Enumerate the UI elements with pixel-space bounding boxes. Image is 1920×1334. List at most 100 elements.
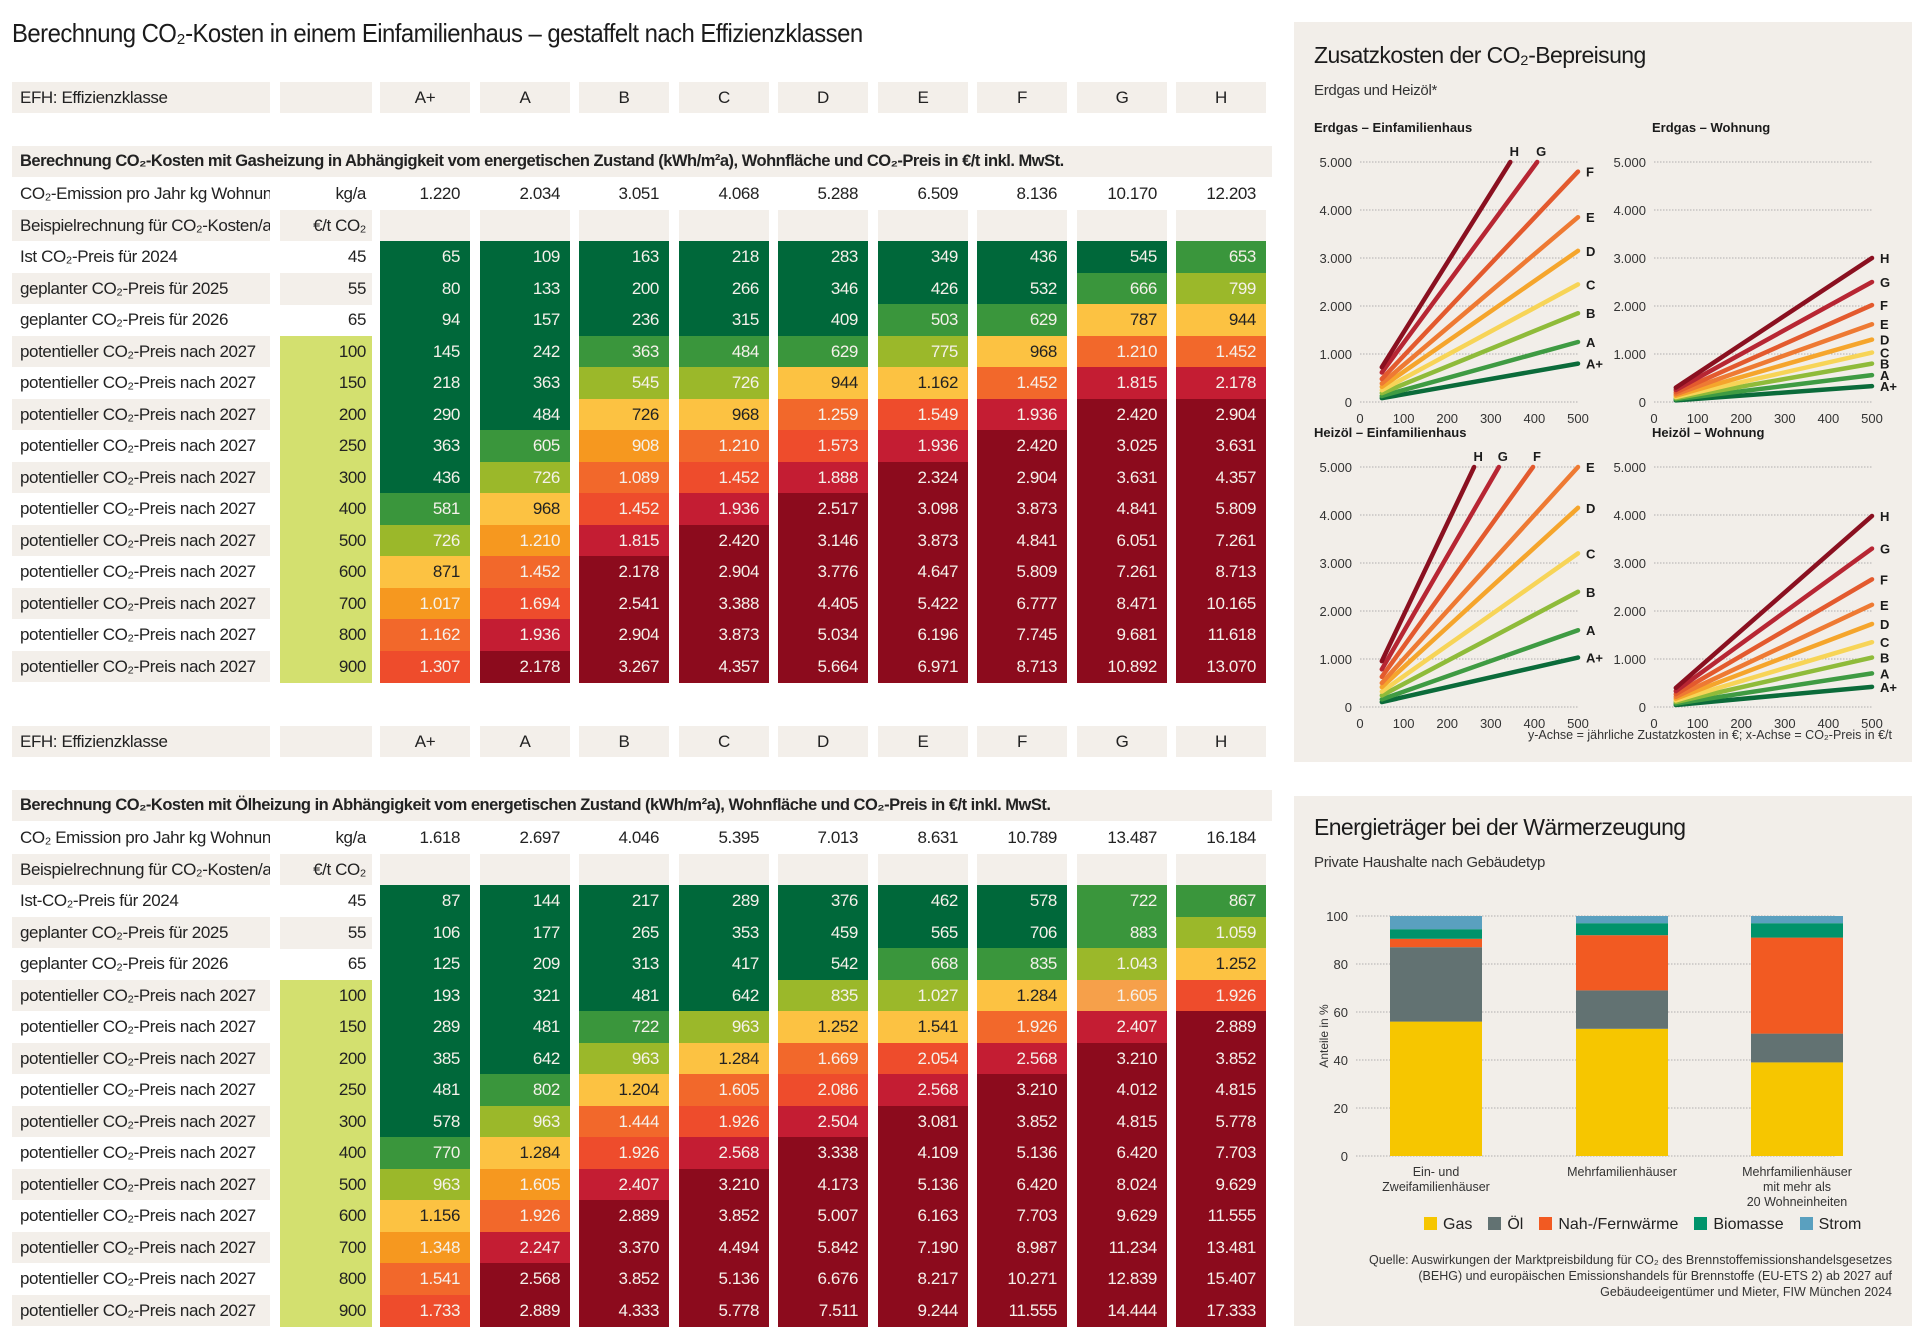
table-row: potentieller CO₂-Preis nach 2027 800 1.541…: [12, 1263, 1272, 1295]
cost-cell: 177: [480, 916, 570, 949]
cost-cell: 157: [480, 304, 570, 336]
cost-cell: 1.926: [679, 1105, 769, 1138]
cost-cell: 1.541: [878, 1011, 968, 1043]
row-price: 400: [280, 1137, 372, 1169]
series-line-A: [1673, 372, 1875, 402]
series-label: A+: [1586, 357, 1603, 372]
cost-cell: 799: [1176, 272, 1266, 305]
series-label: A: [1586, 623, 1596, 638]
row-price: 65: [347, 310, 367, 329]
example-blank: [878, 853, 968, 885]
example-blank: [778, 853, 868, 885]
y-tick-label: 0: [1345, 395, 1352, 410]
cost-cell: 963: [579, 1042, 669, 1075]
x-tick-label: 0: [1650, 411, 1657, 426]
emission-value: 4.068: [718, 184, 759, 203]
row-label: potentieller CO₂-Preis nach 2027: [12, 587, 270, 619]
legend-item: Nah-/Fernwärme: [1539, 1216, 1678, 1234]
x-tick-label: 300: [1774, 411, 1796, 426]
emission-value: 12.203: [1206, 184, 1256, 203]
class-header-A: A: [480, 82, 570, 113]
line-chart-1: Erdgas – Wohnung 0 1.000 2.000 3.000 4.000 5.0…: [1613, 120, 1897, 426]
cost-cell: 2.420: [1077, 398, 1167, 431]
emission-value: 10.170: [1107, 184, 1157, 203]
cost-cell: 2.420: [977, 430, 1067, 462]
cost-cell: 3.210: [977, 1074, 1067, 1106]
series-line-H: [1673, 255, 1875, 390]
series-line-C: [1673, 350, 1875, 400]
cost-cell: 3.388: [679, 587, 769, 620]
cost-cell: 1.059: [1176, 916, 1266, 949]
cost-cell: 6.777: [977, 587, 1067, 620]
row-price: 800: [280, 1263, 372, 1295]
cost-cell: 7.703: [977, 1200, 1067, 1232]
cost-cell: 6.051: [1077, 524, 1167, 557]
cost-cell: 1.926: [1176, 979, 1266, 1012]
cost-cell: 426: [878, 272, 968, 305]
bars-panel-subtitle: Private Haushalte nach Gebäudetyp: [1314, 854, 1546, 871]
example-unit: €/t CO₂: [280, 853, 372, 885]
cost-cell: 283: [778, 241, 868, 273]
cost-cell: 565: [878, 916, 968, 949]
cost-cell: 908: [579, 430, 669, 462]
example-blank: [778, 209, 868, 241]
cost-cell: 605: [480, 430, 570, 462]
table-row: potentieller CO₂-Preis nach 2027 400 581 96…: [12, 493, 1272, 525]
emission-value: 3.051: [618, 184, 659, 203]
cost-cell: 3.146: [778, 524, 868, 557]
cost-cell: 242: [480, 335, 570, 368]
bars-panel-title: Energieträger bei der Wärmerzeugung: [1314, 814, 1686, 840]
class-header-H: H: [1176, 726, 1266, 757]
x-tick-label: 300: [1480, 716, 1502, 731]
emission-value: 2.697: [519, 828, 560, 847]
x-tick-label: 500: [1567, 716, 1589, 731]
row-label: potentieller CO₂-Preis nach 2027: [20, 499, 256, 518]
series-line-C: [1379, 282, 1581, 393]
series-label: A: [1586, 335, 1596, 350]
class-header-row: EFH: Effizienzklasse A+ A B C D E F G H: [12, 726, 1272, 757]
cost-cell: 4.012: [1077, 1074, 1167, 1106]
cost-cell: 1.605: [679, 1074, 769, 1106]
cost-cell: 6.420: [1077, 1137, 1167, 1169]
cost-cell: 193: [380, 979, 470, 1012]
cost-cell: 4.333: [579, 1294, 669, 1327]
cost-cell: 1.284: [480, 1137, 570, 1169]
cost-cell: 2.054: [878, 1042, 968, 1075]
example-blank: [679, 209, 769, 241]
cost-cell: 3.338: [778, 1137, 868, 1169]
series-line-G: [1379, 464, 1502, 672]
x-tick-label: 200: [1436, 411, 1458, 426]
cost-cell: 353: [679, 916, 769, 949]
cost-cell: 11.555: [977, 1294, 1067, 1327]
bar-segment-Strom: [1390, 916, 1482, 930]
series-label: H: [1510, 144, 1519, 159]
cost-cell: 2.568: [878, 1074, 968, 1106]
cost-cell: 2.178: [480, 650, 570, 683]
cost-cell: 1.936: [480, 619, 570, 651]
cost-cell: 12.839: [1077, 1263, 1167, 1295]
cost-cell: 436: [380, 461, 470, 494]
cost-cell: 5.778: [679, 1294, 769, 1327]
cost-cell: 3.025: [1077, 430, 1167, 462]
x-tick-label: 100: [1393, 716, 1415, 731]
x-tick-label: 200: [1730, 716, 1752, 731]
row-price: 65: [347, 954, 367, 973]
cost-cell: 3.631: [1077, 461, 1167, 494]
emission-row: CO₂-Emission pro Jahr kg Wohnung kg/a 1.22…: [12, 178, 1272, 209]
cost-cell: 10.271: [977, 1263, 1067, 1295]
cost-cell: 3.776: [778, 556, 868, 588]
series-line-D: [1673, 621, 1875, 701]
series-label: A: [1880, 368, 1890, 383]
series-line-D: [1379, 505, 1581, 690]
emission-value: 6.509: [917, 184, 958, 203]
class-header-B: B: [579, 726, 669, 757]
cost-cell: 1.156: [380, 1200, 470, 1232]
table-row: potentieller CO₂-Preis nach 2027 900 1.733…: [12, 1294, 1272, 1327]
x-category-label: Mehrfamilienhäuser: [1742, 1165, 1852, 1179]
cost-cell: 409: [778, 304, 868, 336]
cost-cell: 7.261: [1176, 524, 1266, 557]
cost-cell: 17.333: [1176, 1294, 1266, 1327]
cost-cell: 13.481: [1176, 1231, 1266, 1264]
y-tick-label: 0: [1639, 700, 1646, 715]
row-label: potentieller CO₂-Preis nach 2027: [12, 1168, 270, 1200]
